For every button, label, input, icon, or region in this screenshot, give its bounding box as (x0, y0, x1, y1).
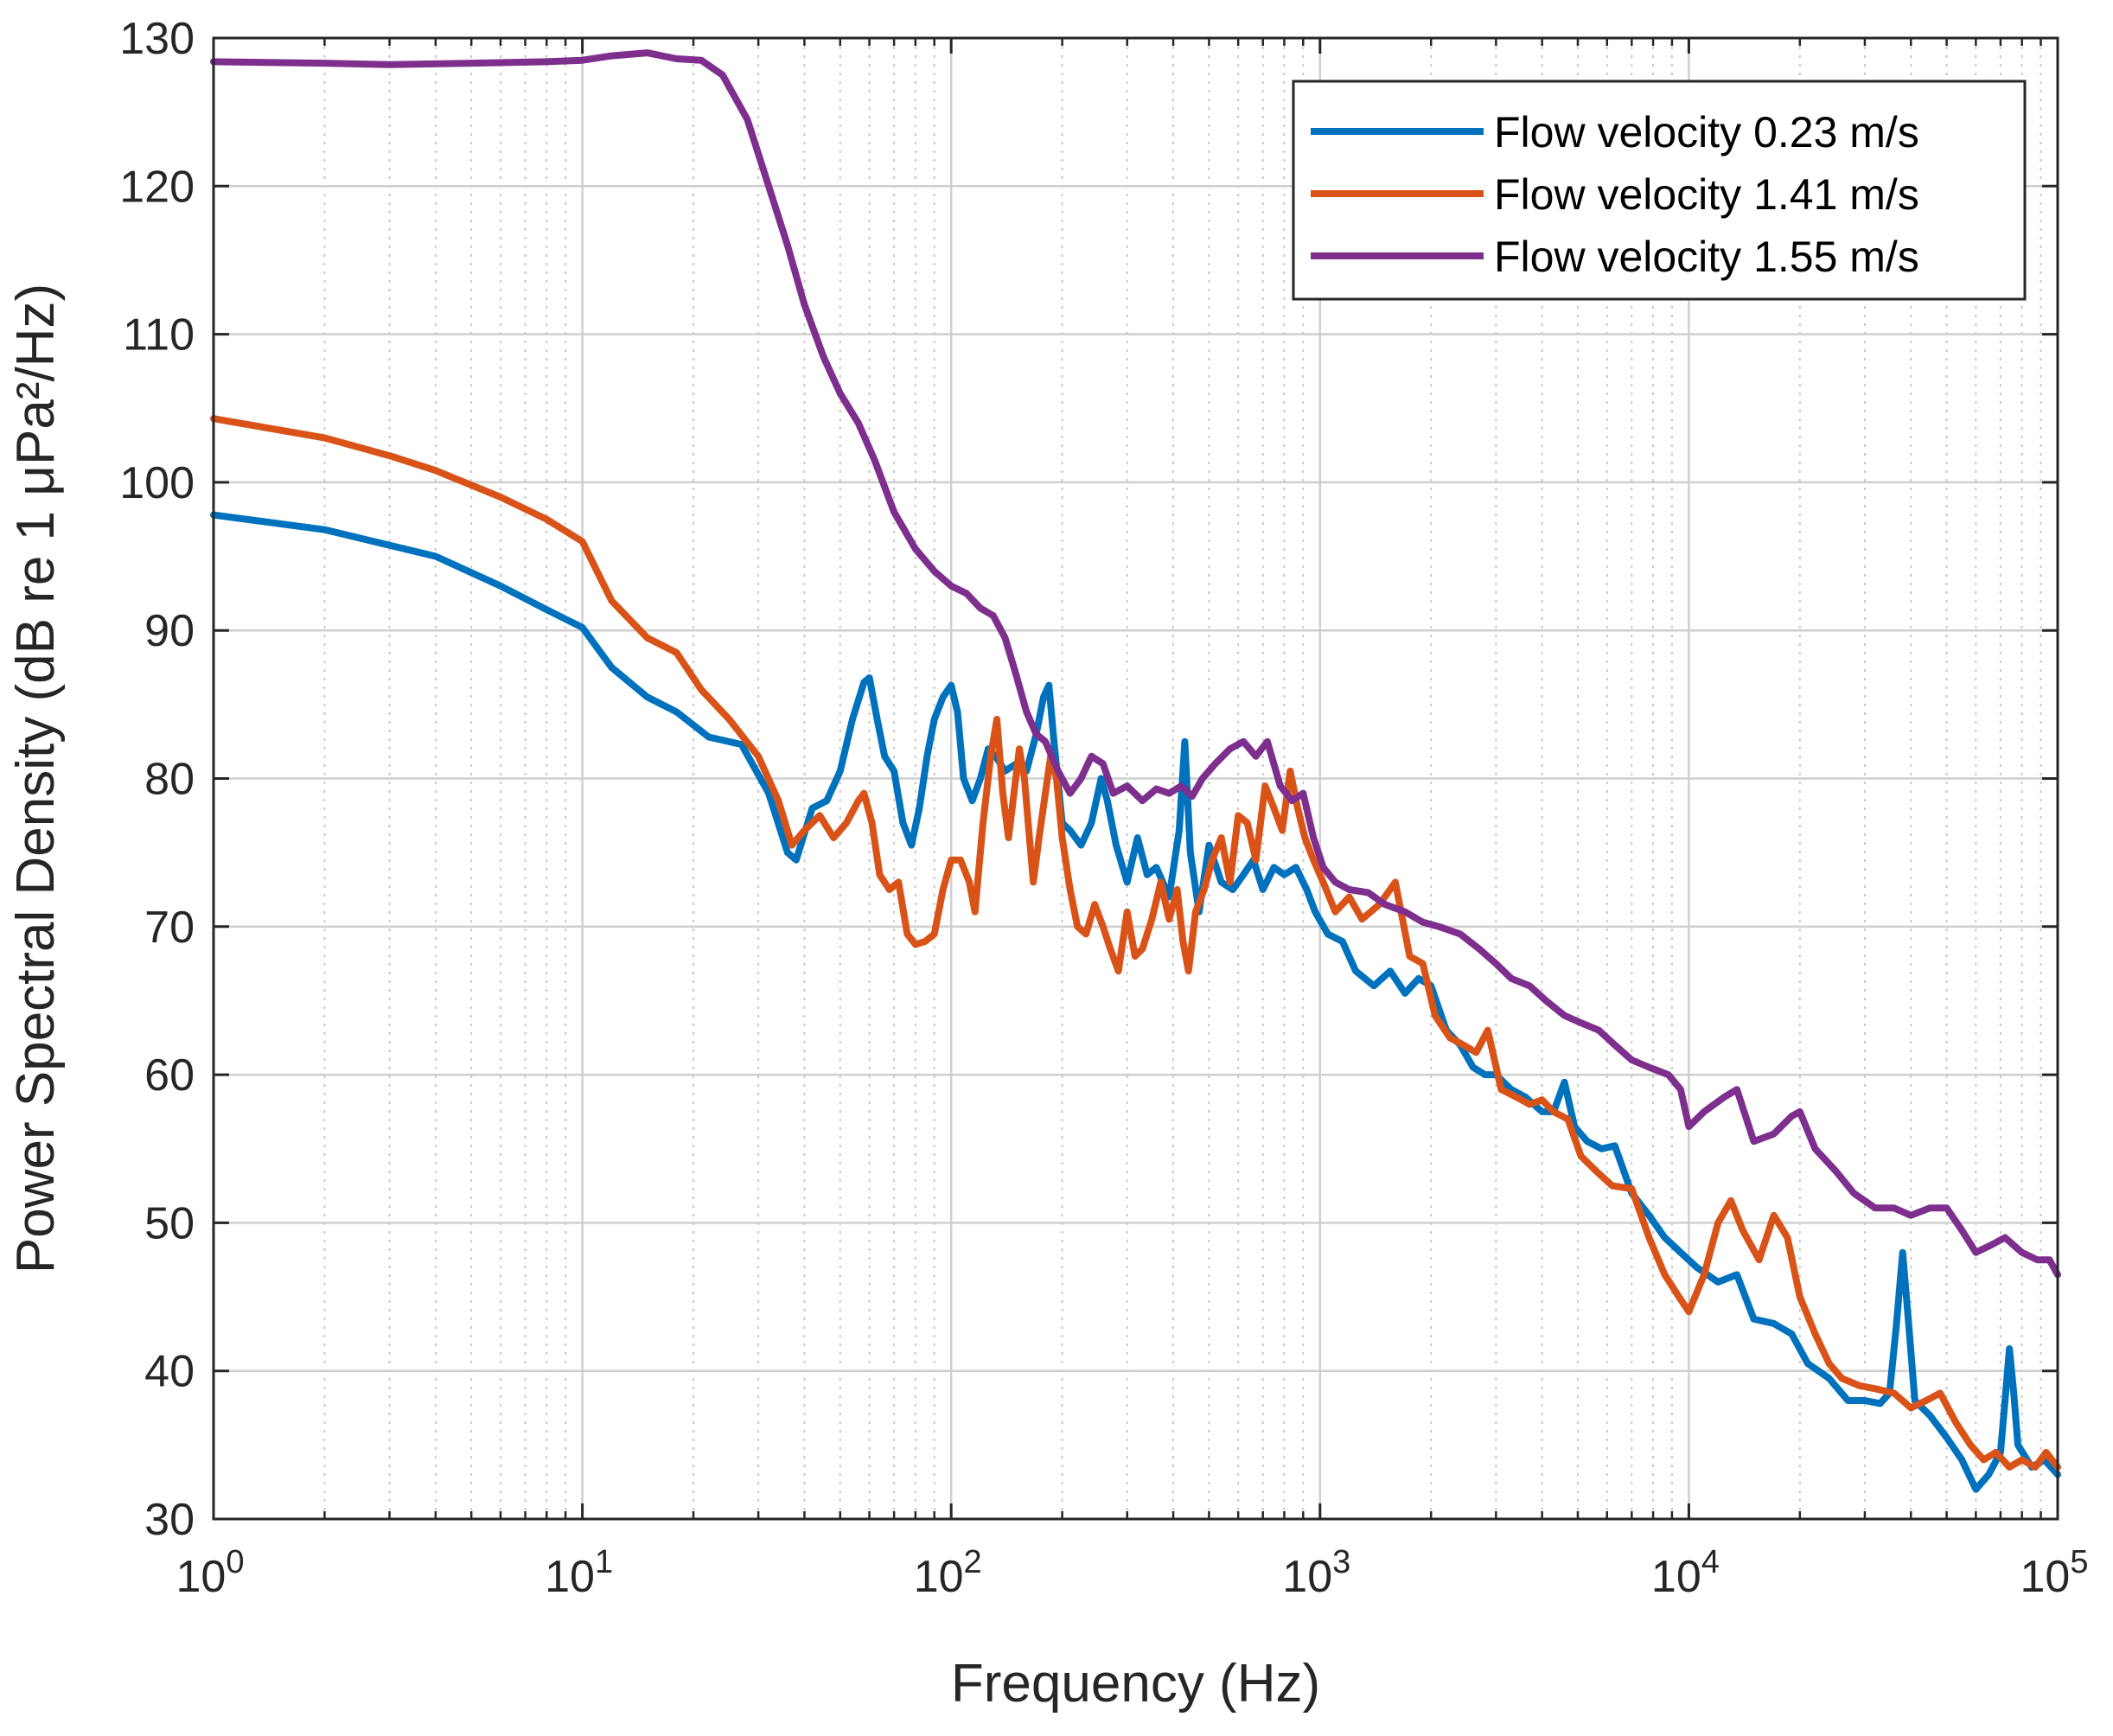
x-tick-base: 10 (1651, 1552, 1701, 1602)
x-axis-title: Frequency (Hz) (951, 1654, 1320, 1714)
axis-ticks (212, 36, 2059, 1521)
y-tick-label: 30 (144, 1495, 195, 1545)
y-tick-label: 100 (119, 458, 195, 508)
x-tick-labels: 100 101 102 103 104 105 (176, 1544, 2089, 1602)
y-axis-title: Power Spectral Density (dB re 1 μPa²/Hz) (6, 284, 66, 1273)
x-tick-base: 10 (914, 1552, 964, 1602)
y-tick-label: 80 (144, 755, 195, 805)
x-tick-exponent: 0 (226, 1544, 244, 1580)
x-tick-exponent: 1 (595, 1544, 613, 1580)
legend: Flow velocity 0.23 m/s Flow velocity 1.41… (1292, 80, 2027, 301)
y-tick-label: 40 (144, 1347, 195, 1397)
x-tick-label: 105 (2020, 1544, 2089, 1602)
x-tick-label: 102 (914, 1544, 982, 1602)
y-tick-label: 70 (144, 903, 195, 953)
y-tick-label: 50 (144, 1198, 195, 1248)
series-line-2 (210, 415, 2061, 1471)
legend-label: Flow velocity 1.55 m/s (1494, 233, 1919, 281)
x-tick-label: 100 (176, 1544, 245, 1602)
y-tick-labels: 30 40 50 60 70 80 90 100 110 120 130 (119, 14, 195, 1545)
y-tick-label: 110 (123, 310, 195, 361)
x-tick-label: 104 (1651, 1544, 1720, 1602)
x-tick-base: 10 (176, 1552, 227, 1602)
x-tick-base: 10 (1282, 1552, 1332, 1602)
y-tick-label: 90 (144, 606, 195, 656)
x-tick-exponent: 2 (964, 1544, 982, 1580)
legend-box (1292, 80, 2027, 301)
legend-label: Flow velocity 1.41 m/s (1494, 170, 1919, 219)
x-tick-label: 103 (1282, 1544, 1350, 1602)
series-layer (210, 49, 2061, 1493)
legend-label: Flow velocity 0.23 m/s (1494, 108, 1919, 156)
x-tick-exponent: 3 (1332, 1544, 1350, 1580)
series-line-3 (210, 49, 2061, 1279)
y-tick-label: 60 (144, 1050, 195, 1101)
y-tick-label: 130 (119, 14, 195, 64)
x-tick-base: 10 (2020, 1552, 2071, 1602)
x-tick-base: 10 (545, 1552, 595, 1602)
y-tick-label: 120 (119, 162, 195, 212)
x-tick-label: 101 (545, 1544, 613, 1602)
x-tick-exponent: 4 (1701, 1544, 1720, 1580)
series-line-1 (210, 511, 2061, 1493)
x-tick-exponent: 5 (2070, 1544, 2088, 1580)
